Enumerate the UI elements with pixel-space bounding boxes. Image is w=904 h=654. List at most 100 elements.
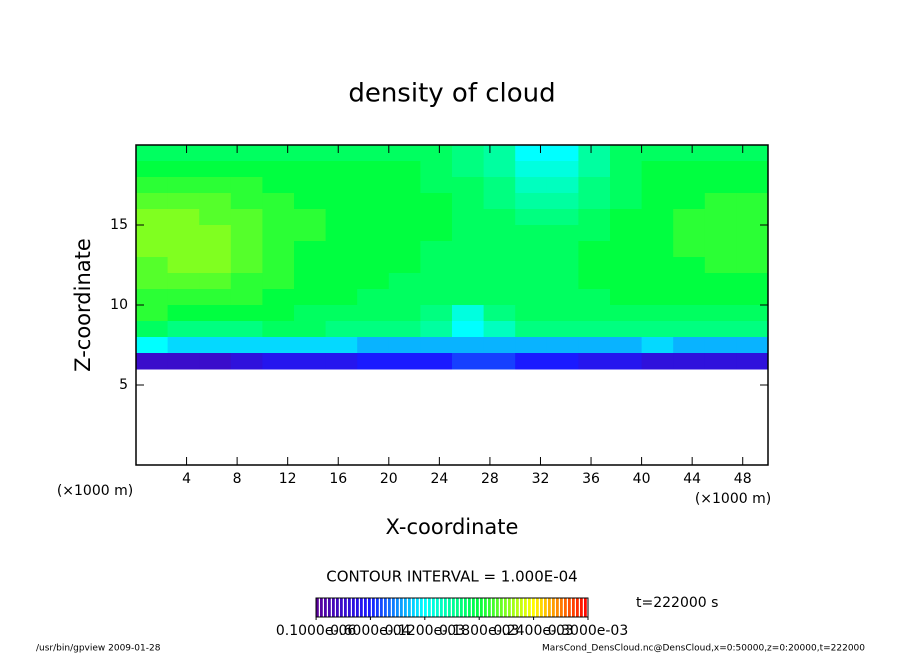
- heat-cell: [294, 337, 327, 354]
- heat-cell: [515, 257, 548, 274]
- heat-cell: [199, 241, 232, 258]
- colorbar-swatch: [480, 598, 483, 617]
- heat-cell: [199, 273, 232, 290]
- colorbar-swatch: [368, 598, 371, 617]
- heat-cell: [452, 209, 485, 226]
- heat-cell: [673, 337, 706, 354]
- heat-cell: [262, 273, 295, 290]
- heat-cell: [388, 225, 421, 242]
- heat-cell: [452, 193, 485, 210]
- heat-cell: [388, 257, 421, 274]
- colorbar-tick-label: 0.1000e-06: [276, 623, 357, 639]
- heat-cell: [578, 161, 611, 178]
- heat-cell: [704, 177, 737, 194]
- heat-cell: [199, 161, 232, 178]
- heat-cell: [230, 353, 263, 370]
- heat-cell: [673, 225, 706, 242]
- heat-cell: [230, 241, 263, 258]
- heat-cell: [357, 209, 390, 226]
- colorbar-tick-label: 0.2400e-03: [493, 623, 573, 639]
- heat-cell: [641, 161, 674, 178]
- heat-cell: [641, 337, 674, 354]
- colorbar-swatch: [504, 598, 507, 617]
- heat-cell: [673, 305, 706, 322]
- colorbar-swatch: [580, 598, 583, 617]
- heat-cell: [294, 353, 327, 370]
- heat-cell: [294, 177, 327, 194]
- heat-cell: [483, 145, 516, 162]
- heat-cell: [546, 305, 579, 322]
- heat-cell: [136, 161, 169, 178]
- heat-cell: [483, 305, 516, 322]
- heat-cell: [610, 257, 643, 274]
- heat-cell: [136, 241, 169, 258]
- colorbar-tick-label: 0.1200e-03: [385, 623, 465, 639]
- heat-cell: [262, 257, 295, 274]
- heat-cell: [325, 321, 358, 338]
- heat-cell: [610, 289, 643, 306]
- heat-cell: [136, 321, 169, 338]
- heat-cell: [420, 257, 453, 274]
- heat-cell: [388, 353, 421, 370]
- heat-cell: [704, 161, 737, 178]
- heat-cell: [515, 337, 548, 354]
- colorbar-swatch: [464, 598, 467, 617]
- heat-cell: [578, 257, 611, 274]
- heat-cell: [578, 321, 611, 338]
- colorbar-swatch: [524, 598, 527, 617]
- heat-cell: [641, 273, 674, 290]
- heat-cell: [610, 193, 643, 210]
- heat-cell: [325, 337, 358, 354]
- heat-cell: [136, 209, 169, 226]
- heat-cell: [262, 337, 295, 354]
- heat-cell: [199, 145, 232, 162]
- heat-cell: [136, 193, 169, 210]
- heat-cell: [641, 209, 674, 226]
- heat-cell: [325, 161, 358, 178]
- heat-cell: [452, 161, 485, 178]
- heat-cell: [641, 321, 674, 338]
- heat-cell: [546, 273, 579, 290]
- colorbar-swatch: [500, 598, 503, 617]
- heat-cell: [294, 289, 327, 306]
- x-tick-label: 12: [279, 471, 297, 487]
- colorbar-swatch: [492, 598, 495, 617]
- heat-cell: [578, 289, 611, 306]
- heat-cell: [452, 257, 485, 274]
- colorbar-swatch: [428, 598, 431, 617]
- heat-cell: [546, 321, 579, 338]
- heat-cell: [736, 209, 769, 226]
- colorbar-swatch: [380, 598, 383, 617]
- heat-cell: [136, 353, 169, 370]
- y-tick-label: 15: [110, 217, 128, 233]
- x-tick-label: 24: [430, 471, 448, 487]
- heat-cell: [736, 177, 769, 194]
- x-tick-label: 44: [683, 471, 701, 487]
- heat-cell: [515, 161, 548, 178]
- heat-cell: [736, 273, 769, 290]
- colorbar-swatch: [416, 598, 419, 617]
- heat-cell: [483, 353, 516, 370]
- heat-cell: [483, 209, 516, 226]
- heat-cell: [325, 193, 358, 210]
- heat-cell: [199, 289, 232, 306]
- heat-cell: [230, 145, 263, 162]
- heat-cell: [167, 305, 200, 322]
- heat-cell: [578, 353, 611, 370]
- heat-cell: [736, 145, 769, 162]
- heat-cell: [357, 289, 390, 306]
- heat-cell: [294, 273, 327, 290]
- heat-cell: [230, 225, 263, 242]
- heat-cell: [167, 193, 200, 210]
- heat-cell: [388, 337, 421, 354]
- colorbar-swatch: [508, 598, 511, 617]
- colorbar-swatch: [384, 598, 387, 617]
- heat-cell: [704, 209, 737, 226]
- heat-cell: [262, 145, 295, 162]
- heat-cell: [388, 241, 421, 258]
- heat-cell: [294, 225, 327, 242]
- heat-cell: [230, 337, 263, 354]
- heat-cell: [736, 161, 769, 178]
- x-tick-label: 40: [633, 471, 651, 487]
- colorbar-swatch: [408, 598, 411, 617]
